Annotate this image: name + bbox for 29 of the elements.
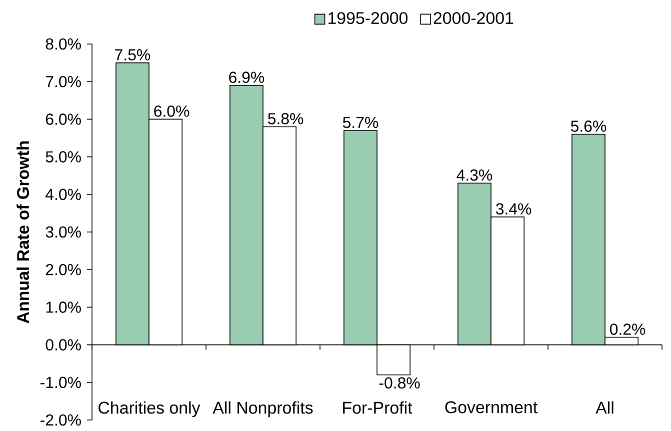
x-tick-label: For-Profit: [343, 401, 412, 414]
y-tick-label: 5.0%: [46, 151, 81, 162]
data-label: 5.6%: [570, 120, 606, 132]
y-tick-label: 6.0%: [46, 114, 81, 125]
y-tick-label: 4.0%: [46, 188, 81, 200]
data-label: 6.9%: [229, 72, 264, 83]
data-label: 6.0%: [154, 106, 190, 117]
y-tick-label: -1.0%: [40, 376, 81, 388]
y-tick-label: 7.0%: [46, 76, 81, 88]
legend-label: 1995-2000: [328, 12, 408, 24]
y-tick-label: 3.0%: [46, 226, 81, 238]
x-tick-label: All: [596, 401, 614, 414]
x-tick-label: Government: [445, 401, 538, 414]
data-label: 0.2%: [610, 324, 646, 335]
x-tick-label: Charities only: [98, 401, 200, 418]
x-tick-label: All Nonprofits: [212, 401, 313, 418]
data-label: -0.8%: [379, 377, 420, 389]
data-label: 5.8%: [268, 113, 304, 124]
y-tick-label: -2.0%: [40, 414, 81, 426]
y-tick-label: 1.0%: [46, 302, 81, 313]
y-tick-label: 2.0%: [46, 264, 81, 276]
y-tick-label: 8.0%: [46, 38, 81, 50]
data-label: 7.5%: [115, 49, 150, 60]
data-label: 4.3%: [456, 169, 492, 181]
legend-label: 2000-2001: [434, 12, 514, 24]
data-label: 5.7%: [342, 116, 378, 128]
data-label: 3.4%: [496, 203, 532, 215]
y-tick-label: 0.0%: [46, 339, 81, 350]
y-axis-title: Annual Rate of Growth: [16, 141, 30, 324]
